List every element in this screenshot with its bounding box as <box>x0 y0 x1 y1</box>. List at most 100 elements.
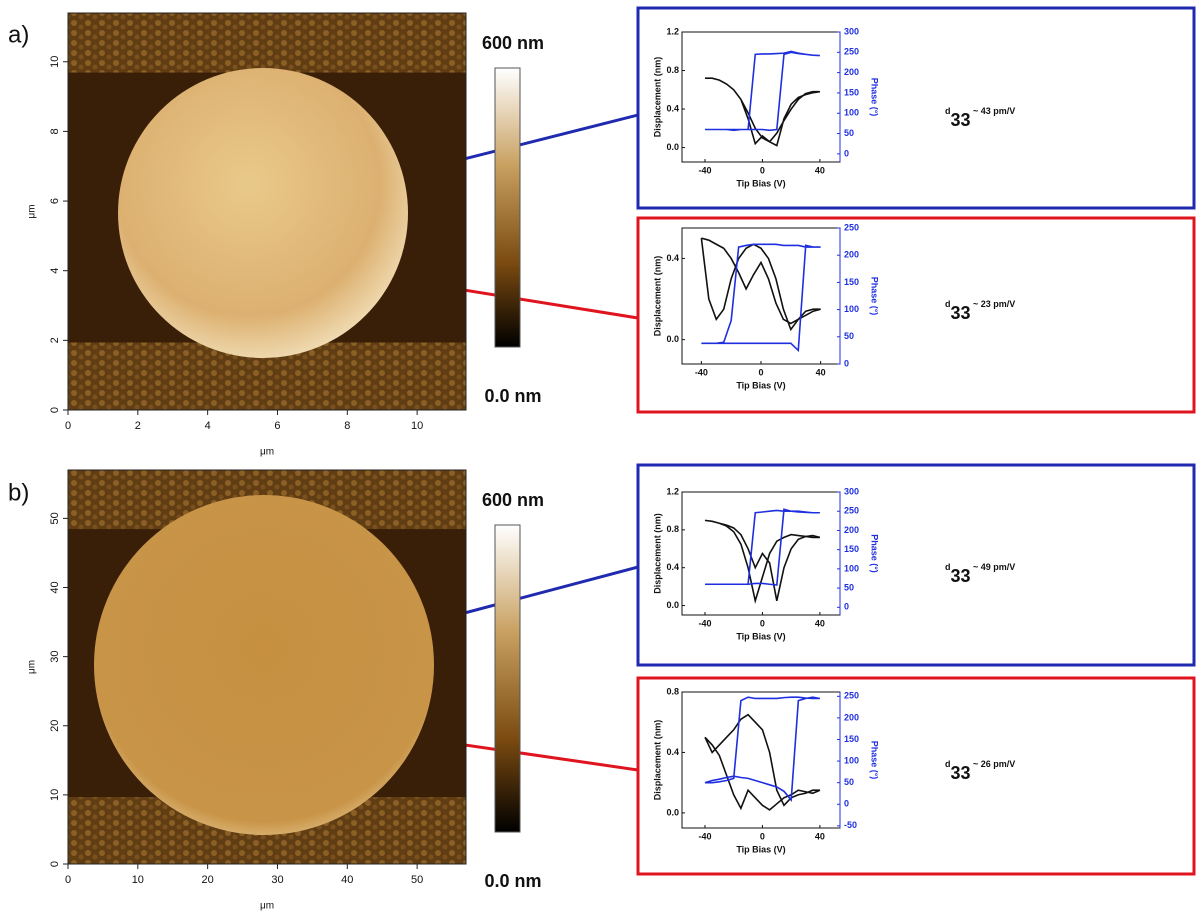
data-line <box>704 696 821 802</box>
x-tick-label: 40 <box>815 618 825 628</box>
annotation: d33 ~ 23 pm/V <box>945 299 1015 322</box>
y-tick-label: 1.2 <box>666 486 679 496</box>
y-tick-label: 0.8 <box>666 65 679 75</box>
data-line <box>704 77 820 147</box>
y-tick-label: 40 <box>49 581 61 593</box>
y2-tick-label: 250 <box>844 506 859 516</box>
y-tick-label: 0.0 <box>666 600 679 610</box>
y2-tick-label: 300 <box>844 26 859 36</box>
y-tick-label: 1.2 <box>666 26 679 36</box>
y2-tick-label: 0 <box>844 602 849 612</box>
y-tick-label: 0.8 <box>666 524 679 534</box>
x-tick-label: 0 <box>760 165 765 175</box>
y2-tick-label: 50 <box>844 777 854 787</box>
panel-label: a) <box>8 21 29 48</box>
y-tick-label: 0.8 <box>666 686 679 696</box>
y-tick-label: 10 <box>49 789 61 801</box>
y2-tick-label: 100 <box>844 755 859 765</box>
afm-texture <box>68 13 466 73</box>
data-line <box>704 50 820 132</box>
annotation-rest: ~ 26 pm/V <box>971 759 1016 769</box>
x-axis-label: Tip Bias (V) <box>736 380 785 390</box>
x-tick-label: -40 <box>698 165 711 175</box>
y2-tick-label: 0 <box>844 358 849 368</box>
annotation-main: d <box>945 299 951 309</box>
y-axis-label: μm <box>27 204 38 218</box>
y-tick-label: 30 <box>49 651 61 663</box>
axes-frame <box>67 12 467 411</box>
y-tick-label: 0.0 <box>666 807 679 817</box>
inset-chart: -40 0 40 0.0 0.4 0.8 -50 0 50 100 150 200 250 Tip Bia… <box>652 686 1015 854</box>
inset-chart: -40 0 40 0.0 0.4 0.8 1.2 0 50 100 150 200 250 300 Tip … <box>652 486 1015 641</box>
y2-axis-label: Phase (°) <box>870 78 880 117</box>
inset-frame <box>636 216 1196 414</box>
y2-tick-label: 200 <box>844 712 859 722</box>
afm-disk <box>94 495 434 835</box>
y-axis-label: Displacement (nm) <box>652 513 662 594</box>
panel-label: b) <box>8 479 29 506</box>
annotation-rest: ~ 49 pm/V <box>971 562 1016 572</box>
x-tick-label: 4 <box>205 420 211 432</box>
colorbar-max-label: 600 nm <box>482 490 544 510</box>
y2-tick-label: 50 <box>844 331 854 341</box>
x-tick-label: 2 <box>135 420 141 432</box>
y-tick-label: 0 <box>49 861 61 867</box>
y-tick-label: 20 <box>49 720 61 732</box>
data-line <box>700 237 821 332</box>
x-tick-label: 30 <box>271 874 283 886</box>
x-tick-label: 40 <box>341 874 353 886</box>
y2-axis-label: Phase (°) <box>870 741 880 780</box>
annotation-subscript: 33 <box>951 566 971 586</box>
axes-frame <box>681 491 841 616</box>
annotation: d33 ~ 49 pm/V <box>945 562 1015 585</box>
y2-tick-label: 150 <box>844 87 859 97</box>
x-tick-label: 50 <box>411 874 423 886</box>
annotation-main: d <box>945 562 951 572</box>
x-tick-label: 10 <box>411 420 423 432</box>
y-tick-label: 0.0 <box>666 142 679 152</box>
y-tick-label: 0.4 <box>666 253 679 263</box>
annotation: d33 ~ 43 pm/V <box>945 106 1015 129</box>
y2-tick-label: 100 <box>844 563 859 573</box>
y2-tick-label: 150 <box>844 277 859 287</box>
y-axis-label: Displacement (nm) <box>652 256 662 337</box>
x-tick-label: 6 <box>274 420 280 432</box>
x-tick-label: 8 <box>344 420 350 432</box>
inset-frame <box>636 463 1196 667</box>
data-line <box>704 519 821 604</box>
y-tick-label: 0.0 <box>666 334 679 344</box>
data-line <box>701 243 821 353</box>
x-tick-label: -40 <box>698 618 711 628</box>
y-axis-label: Displacement (nm) <box>652 57 662 138</box>
x-tick-label: 40 <box>816 367 826 377</box>
y-tick-label: 0.4 <box>666 747 679 757</box>
y2-tick-label: 150 <box>844 734 859 744</box>
annotation-subscript: 33 <box>951 110 971 130</box>
y2-tick-label: 0 <box>844 799 849 809</box>
y-tick-label: 2 <box>49 337 61 343</box>
colorbar <box>494 67 521 348</box>
x-tick-label: 0 <box>760 831 765 841</box>
annotation-subscript: 33 <box>951 303 971 323</box>
y2-tick-label: 50 <box>844 128 854 138</box>
x-tick-label: 0 <box>760 618 765 628</box>
y2-tick-label: 100 <box>844 304 859 314</box>
inset-frame <box>636 676 1196 876</box>
y2-axis-label: Phase (°) <box>870 534 880 573</box>
x-tick-label: 0 <box>65 420 71 432</box>
afm-panel: 0 10 20 30 40 50 0 10 20 30 40 50 μm μm b) 600 nm 0.0 nm <box>8 469 544 912</box>
annotation-rest: ~ 43 pm/V <box>971 106 1016 116</box>
y-tick-label: 4 <box>49 268 61 274</box>
afm-panel: 0 2 4 6 8 10 0 2 4 6 8 10 μm μm a) 600 nm 0.0 nm <box>8 12 544 458</box>
colorbar-max-label: 600 nm <box>482 33 544 53</box>
y2-tick-label: 250 <box>844 691 859 701</box>
x-axis-label: Tip Bias (V) <box>736 631 785 641</box>
y2-tick-label: 250 <box>844 222 859 232</box>
y2-tick-label: 0 <box>844 148 849 158</box>
y2-tick-label: -50 <box>844 820 857 830</box>
annotation: d33 ~ 26 pm/V <box>945 759 1015 782</box>
y2-tick-label: 150 <box>844 544 859 554</box>
data-line <box>704 508 820 586</box>
y-tick-label: 6 <box>49 198 61 204</box>
x-tick-label: 40 <box>815 165 825 175</box>
